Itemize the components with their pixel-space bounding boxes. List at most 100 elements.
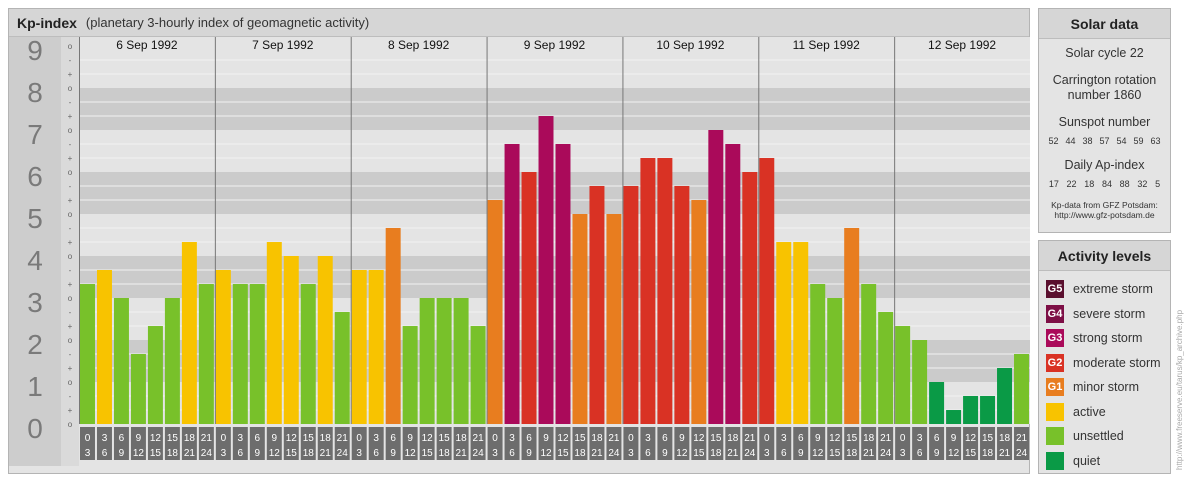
hour-label-end: 6	[238, 448, 244, 459]
ap-value: 84	[1101, 179, 1112, 189]
kp-bar	[946, 410, 962, 424]
kp-bar	[130, 353, 146, 424]
kp-bar	[776, 242, 792, 424]
hour-label-end: 12	[540, 448, 552, 459]
sunspot-value: 57	[1099, 136, 1110, 146]
y-tick-label: 0	[27, 413, 43, 444]
hour-label-box	[555, 427, 571, 460]
day-label: 7 Sep 1992	[252, 38, 314, 52]
legend-swatch: G2	[1046, 353, 1064, 372]
sunspot-value: 54	[1116, 136, 1127, 146]
activity-levels-title: Activity levels	[1039, 241, 1170, 271]
kp-bar	[997, 368, 1013, 424]
hour-label-start: 9	[272, 433, 278, 444]
kp-bar	[606, 214, 622, 424]
hour-label-end: 18	[846, 448, 858, 459]
hour-label-end: 21	[727, 448, 739, 459]
hour-label-start: 15	[303, 433, 315, 444]
ap-value: 32	[1137, 179, 1148, 189]
hour-label-box	[368, 427, 384, 460]
hour-label-start: 15	[439, 433, 451, 444]
kp-bar	[895, 326, 911, 424]
legend-item: quiet	[1039, 449, 1170, 474]
sunspot-value: 52	[1048, 136, 1059, 146]
hour-label-box	[861, 427, 877, 460]
hour-label-box	[130, 427, 146, 460]
hour-label-start: 6	[119, 433, 125, 444]
hour-label-start: 21	[473, 433, 485, 444]
sub-tick-label: o	[68, 168, 73, 177]
hour-label-end: 6	[917, 448, 923, 459]
kp-bar	[1014, 353, 1029, 424]
hour-label-end: 3	[900, 448, 906, 459]
hour-label-box	[623, 427, 639, 460]
hour-label-end: 21	[320, 448, 332, 459]
sunspot-value: 59	[1133, 136, 1144, 146]
kp-bar	[504, 143, 520, 424]
kp-bar	[249, 284, 265, 424]
hour-label-start: 21	[201, 433, 213, 444]
sub-tick-label: -	[69, 266, 72, 275]
hour-label-start: 12	[829, 433, 841, 444]
hour-label-end: 18	[167, 448, 179, 459]
hour-label-end: 3	[628, 448, 634, 459]
day-header-strip	[79, 37, 1030, 51]
legend-label: minor storm	[1073, 380, 1139, 395]
hour-label-start: 12	[150, 433, 162, 444]
hour-label-start: 9	[407, 433, 413, 444]
sub-tick-label: +	[68, 322, 73, 331]
hour-label-box	[895, 427, 911, 460]
hour-label-box	[385, 427, 401, 460]
hour-label-start: 6	[390, 433, 396, 444]
hour-label-box	[878, 427, 894, 460]
hour-label-box	[657, 427, 673, 460]
kp-bar	[453, 298, 469, 424]
kp-bar	[827, 298, 843, 424]
hour-label-box	[453, 427, 469, 460]
hour-label-box	[334, 427, 350, 460]
hour-label-box	[96, 427, 112, 460]
hour-label-box	[827, 427, 843, 460]
hour-label-start: 3	[781, 433, 787, 444]
hour-label-end: 6	[645, 448, 651, 459]
sub-tick-label: +	[68, 364, 73, 373]
legend-label: severe storm	[1073, 306, 1146, 321]
kp-bar	[96, 269, 112, 424]
sub-tick-label: o	[68, 84, 73, 93]
hour-label-end: 15	[693, 448, 705, 459]
y-tick-label: 8	[27, 77, 43, 108]
hour-label-box	[215, 427, 231, 460]
legend-item: G2 moderate storm	[1039, 351, 1170, 376]
kp-bar	[266, 242, 282, 424]
hour-label-start: 18	[320, 433, 332, 444]
hour-label-box	[691, 427, 707, 460]
hour-label-start: 15	[574, 433, 586, 444]
hour-label-end: 3	[356, 448, 362, 459]
hour-label-end: 24	[880, 448, 892, 459]
ap-value: 88	[1119, 179, 1130, 189]
kp-bar	[80, 284, 95, 424]
kp-bar	[368, 269, 384, 424]
hour-label-end: 6	[509, 448, 515, 459]
sub-tick-column	[61, 37, 79, 466]
hour-label-end: 12	[948, 448, 960, 459]
hour-label-box	[997, 427, 1013, 460]
hour-label-box	[929, 427, 945, 460]
hour-label-box	[113, 427, 129, 460]
hour-label-start: 0	[85, 433, 91, 444]
ap-value: 22	[1066, 179, 1077, 189]
kp-bar-chart: 0123456789o+o+-o+-o+-o+-o+-o+-o+-o+-o-6 …	[9, 35, 1030, 466]
kp-bar	[691, 200, 707, 424]
hour-label-start: 18	[727, 433, 739, 444]
kp-bar	[963, 395, 979, 424]
hour-label-start: 12	[286, 433, 298, 444]
hour-label-box	[300, 427, 316, 460]
hour-label-end: 12	[133, 448, 145, 459]
legend-label: active	[1073, 404, 1106, 419]
hour-label-start: 21	[1016, 433, 1028, 444]
sub-tick-label: -	[69, 308, 72, 317]
credit-text: http://www.freeserve.eu/tarus/kp_archive…	[1175, 309, 1184, 470]
legend-label: unsettled	[1073, 429, 1124, 444]
legend-item: unsettled	[1039, 424, 1170, 449]
chart-subtitle: (planetary 3-hourly index of geomagnetic…	[85, 15, 370, 30]
